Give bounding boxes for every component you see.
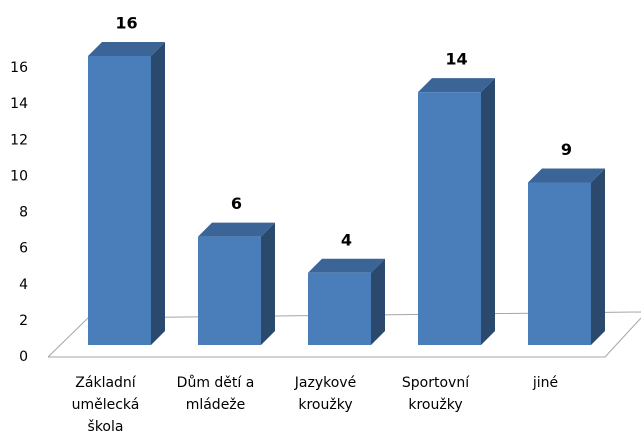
y-tick-label: 8 [19, 205, 28, 221]
x-tick-label: Dům dětí a mládeže [176, 375, 255, 413]
y-tick-label: 16 [10, 60, 28, 76]
bar-front [528, 182, 591, 345]
bar [308, 258, 385, 345]
y-tick-label: 10 [10, 168, 28, 184]
bar-front [308, 272, 371, 345]
floor-front [48, 317, 641, 358]
data-label: 9 [561, 140, 572, 159]
y-tick-label: 6 [19, 241, 28, 257]
bar-front [418, 92, 481, 345]
y-tick-label: 4 [19, 277, 28, 293]
bar-side [151, 42, 165, 345]
bar [528, 168, 605, 345]
y-tick-label: 0 [19, 349, 28, 365]
data-label: 4 [341, 230, 352, 249]
bar [88, 42, 165, 345]
bar-side [481, 78, 495, 345]
x-tick-label: Základní umělecká škola [71, 375, 140, 435]
bar-front [88, 56, 151, 345]
bar [418, 78, 495, 345]
bar-top [528, 168, 605, 183]
bar-top [88, 42, 165, 56]
data-label: 14 [445, 50, 467, 69]
x-tick-label: Jazykové kroužky [294, 375, 357, 413]
bar-top [418, 78, 495, 93]
y-tick-label: 14 [10, 96, 28, 112]
data-label: 16 [115, 14, 137, 33]
y-tick-label: 2 [19, 313, 28, 329]
bar-front [198, 236, 261, 345]
x-tick-label: jiné [532, 375, 559, 391]
bar-top [308, 258, 385, 273]
data-label: 6 [231, 194, 242, 213]
bar-side [371, 258, 385, 345]
bar-side [591, 168, 605, 345]
x-tick-label: Sportovní kroužky [401, 375, 470, 413]
y-tick-label: 12 [10, 132, 28, 148]
bar [198, 222, 275, 345]
bar-top [198, 222, 275, 237]
bar-side [261, 222, 275, 345]
